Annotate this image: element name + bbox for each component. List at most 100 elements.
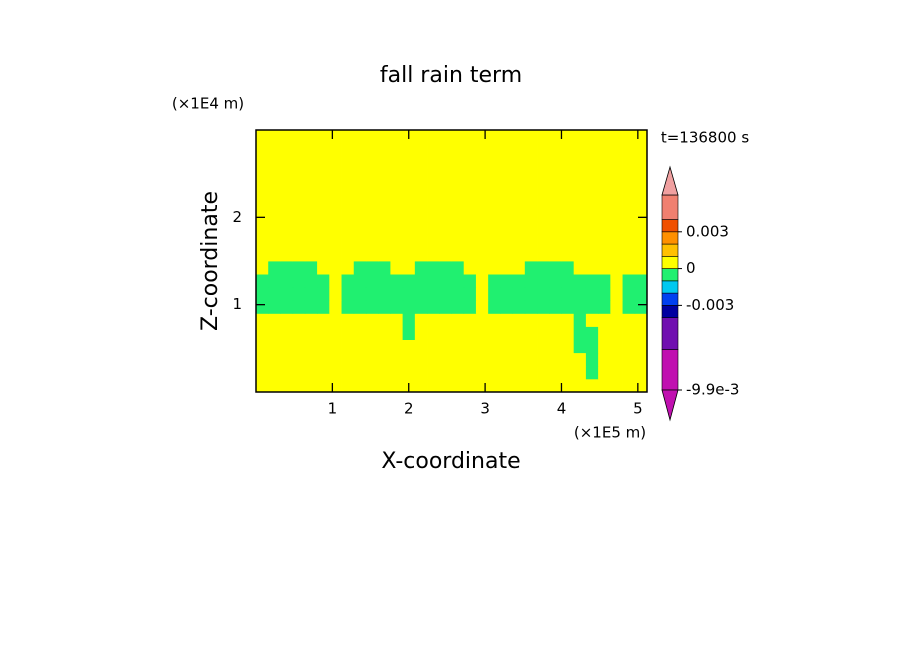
field-cell	[268, 169, 281, 183]
field-cell	[341, 378, 355, 393]
field-cell	[598, 274, 611, 288]
field-cell	[524, 378, 538, 393]
field-cell	[317, 274, 330, 288]
field-cell	[500, 313, 513, 327]
field-cell	[634, 195, 648, 209]
field-cell	[598, 221, 611, 236]
field-cell	[378, 195, 391, 209]
field-cell	[390, 182, 404, 196]
field-cell	[622, 182, 636, 196]
field-cell	[329, 274, 342, 288]
field-cell	[549, 156, 562, 170]
field-cell	[585, 130, 599, 144]
field-cell	[341, 156, 355, 170]
field-cell	[610, 169, 623, 183]
field-cell	[304, 365, 318, 380]
field-cell	[463, 169, 477, 183]
field-cell	[451, 261, 465, 275]
field-cell	[561, 195, 575, 209]
field-cell	[524, 156, 538, 170]
field-cell	[402, 261, 416, 275]
field-cell	[280, 208, 294, 223]
field-cell	[292, 287, 306, 301]
field-cell	[451, 300, 465, 314]
field-cell	[634, 169, 648, 183]
field-cell	[304, 274, 318, 288]
field-cell	[365, 182, 379, 196]
field-cell	[280, 130, 294, 144]
field-cell	[622, 274, 636, 288]
field-cell	[439, 352, 452, 367]
field-cell	[598, 313, 611, 327]
field-cell	[329, 378, 342, 393]
field-cell	[585, 326, 599, 340]
field-cell	[610, 313, 623, 327]
field-cell	[524, 130, 538, 144]
field-cell	[585, 287, 599, 301]
x-axis-label: X-coordinate	[381, 449, 520, 474]
field-cell	[390, 247, 404, 262]
field-cell	[280, 247, 294, 262]
field-cell	[268, 326, 281, 340]
field-cell	[365, 274, 379, 288]
field-cell	[475, 208, 489, 223]
field-cell	[585, 300, 599, 314]
field-cell	[329, 287, 342, 301]
field-cell	[390, 300, 404, 314]
field-cell	[317, 300, 330, 314]
field-cell	[634, 378, 648, 393]
field-cell	[268, 143, 281, 157]
field-cell	[390, 221, 404, 236]
field-cell	[537, 130, 550, 144]
field-cell	[573, 378, 587, 393]
field-cell	[500, 221, 513, 236]
field-cell	[304, 169, 318, 183]
field-cell	[256, 378, 269, 393]
field-cell	[280, 313, 294, 327]
field-cell	[573, 156, 587, 170]
field-cell	[280, 182, 294, 196]
field-cell	[488, 365, 501, 380]
field-cell	[414, 195, 428, 209]
field-cell	[634, 313, 648, 327]
field-cell	[414, 247, 428, 262]
field-cell	[268, 300, 281, 314]
field-cell	[329, 234, 342, 249]
field-cell	[488, 221, 501, 236]
field-cell	[463, 156, 477, 170]
field-cell	[390, 234, 404, 249]
field-cell	[378, 274, 391, 288]
field-cell	[378, 182, 391, 196]
y-axis-label: Z-coordinate	[198, 191, 223, 331]
field-cell	[414, 208, 428, 223]
field-cell	[439, 182, 452, 196]
field-cell	[561, 326, 575, 340]
field-cell	[341, 234, 355, 249]
field-cell	[414, 313, 428, 327]
field-cell	[378, 221, 391, 236]
field-cell	[353, 143, 367, 157]
colorbar-band	[661, 292, 679, 306]
field-cell	[427, 182, 440, 196]
field-cell	[390, 274, 404, 288]
field-cell	[524, 234, 538, 249]
colorbar-over	[661, 165, 679, 196]
field-cell	[475, 287, 489, 301]
field-cell	[341, 274, 355, 288]
field-cell	[598, 261, 611, 275]
field-cell	[500, 287, 513, 301]
field-cell	[268, 274, 281, 288]
field-cell	[378, 352, 391, 367]
field-cell	[292, 221, 306, 236]
field-cell	[341, 208, 355, 223]
field-cell	[304, 247, 318, 262]
field-cell	[427, 195, 440, 209]
field-cell	[414, 234, 428, 249]
field-cell	[634, 143, 648, 157]
field-cell	[524, 169, 538, 183]
field-cell	[292, 182, 306, 196]
field-cell	[561, 365, 575, 380]
field-cell	[475, 234, 489, 249]
field-cell	[573, 352, 587, 367]
field-cell	[353, 221, 367, 236]
